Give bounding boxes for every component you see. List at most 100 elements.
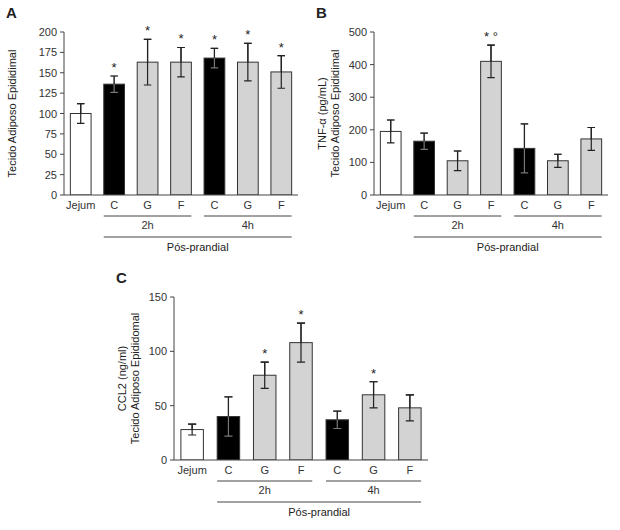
error-bar — [144, 39, 151, 85]
y-axis-label-line: Tecido Adiposo Epididimal — [329, 50, 341, 178]
y-tick-label: 0 — [161, 454, 167, 466]
error-bar-upper — [387, 120, 394, 131]
error-bar-upper — [297, 323, 305, 343]
error-bar — [278, 56, 285, 89]
error-bar — [188, 424, 196, 435]
x-axis — [174, 460, 428, 461]
panel-label: B — [316, 4, 327, 21]
error-bar — [177, 47, 184, 76]
group-label: 2h — [451, 219, 463, 231]
error-bar — [406, 395, 414, 421]
y-tick-label: 50 — [45, 148, 57, 160]
y-tick — [170, 405, 174, 406]
group-bracket — [217, 481, 312, 482]
error-bar-upper — [211, 48, 218, 58]
error-bar — [244, 43, 251, 80]
panel-label: A — [6, 4, 17, 21]
x-tick-label: G — [260, 464, 269, 476]
x-tick-label: C — [333, 464, 341, 476]
error-bar-upper — [278, 56, 285, 72]
group-label: 4h — [367, 484, 379, 496]
error-bar-upper — [521, 124, 528, 148]
group-bracket — [326, 481, 421, 482]
y-axis-label-line: Tecido Adiposo Epididomal — [129, 313, 141, 444]
y-tick-label: 0 — [51, 189, 57, 201]
error-bar-upper — [420, 133, 427, 141]
significance-mark: * ° — [484, 29, 498, 44]
x-tick-label: Jejum — [66, 199, 95, 211]
error-bar — [211, 48, 218, 68]
bar — [481, 61, 502, 195]
error-bar — [588, 128, 595, 151]
page: {"chart_data": [ {"type": "bar", "title"… — [0, 0, 620, 530]
x-tick-label: G — [244, 199, 253, 211]
y-tick — [370, 162, 374, 163]
y-tick-label: 25 — [45, 169, 57, 181]
xlabel-bracket — [414, 237, 602, 238]
y-tick — [370, 195, 374, 196]
bar — [70, 114, 91, 196]
error-bar-upper — [554, 154, 561, 161]
x-axis-label: Pós-prandial — [477, 241, 539, 253]
x-tick-label: F — [406, 464, 413, 476]
significance-mark: * — [112, 60, 117, 75]
significance-mark: * — [371, 366, 376, 381]
error-bar-upper — [144, 39, 151, 62]
y-tick — [370, 97, 374, 98]
y-axis-label-line: Tecido Adiposo Epididimal — [6, 50, 18, 178]
y-tick-label: 500 — [349, 26, 367, 38]
y-axis — [374, 32, 375, 195]
error-bar — [387, 120, 394, 143]
error-bar-upper — [244, 43, 251, 62]
y-tick-label: 200 — [39, 26, 57, 38]
group-label: 4h — [242, 219, 254, 231]
error-bar — [487, 45, 494, 78]
xlabel-bracket — [104, 237, 292, 238]
y-tick — [60, 113, 64, 114]
bar — [171, 62, 192, 195]
x-axis — [374, 195, 608, 196]
group-bracket — [104, 216, 192, 217]
x-axis-label: Pós-prandial — [288, 506, 350, 518]
bar — [204, 58, 225, 195]
group-label: 2h — [141, 219, 153, 231]
x-tick-label: F — [278, 199, 285, 211]
significance-mark: * — [178, 31, 183, 46]
x-axis — [64, 195, 298, 196]
x-tick-label: C — [224, 464, 232, 476]
y-axis — [64, 32, 65, 195]
y-tick-label: 150 — [149, 291, 167, 303]
x-tick-label: Jejum — [376, 199, 405, 211]
error-bar — [224, 397, 232, 436]
bar — [237, 62, 258, 195]
y-tick-label: 400 — [349, 59, 367, 71]
panel: A0255075100125150175200Tecido Adiposo Ep… — [6, 4, 298, 253]
error-bar — [110, 76, 117, 92]
group-bracket — [414, 216, 502, 217]
y-tick — [60, 72, 64, 73]
xlabel-bracket — [217, 502, 421, 503]
panel: C050100150CCL2 (ng/ml)Tecido Adiposo Epi… — [116, 269, 428, 518]
x-tick-label: F — [588, 199, 595, 211]
error-bar — [333, 411, 341, 428]
x-tick-label: C — [520, 199, 528, 211]
error-bar — [554, 154, 561, 167]
significance-mark: * — [298, 307, 303, 322]
y-tick — [370, 32, 374, 33]
y-tick — [60, 52, 64, 53]
y-tick-label: 175 — [39, 46, 57, 58]
panel: B0100200300400500TNF-α (pg/mL)Tecido Adi… — [316, 4, 608, 253]
x-tick-label: C — [110, 199, 118, 211]
y-tick-label: 125 — [39, 87, 57, 99]
marks — [380, 45, 601, 195]
significance-mark: * — [245, 27, 250, 42]
x-tick-label: G — [453, 199, 462, 211]
group-label: 2h — [259, 484, 271, 496]
y-tick-label: 75 — [45, 128, 57, 140]
significance-mark: * — [145, 23, 150, 38]
group-label: 4h — [552, 219, 564, 231]
group-bracket — [514, 216, 602, 217]
y-axis — [174, 297, 175, 460]
marks — [181, 323, 421, 460]
error-bar-upper — [261, 362, 269, 375]
